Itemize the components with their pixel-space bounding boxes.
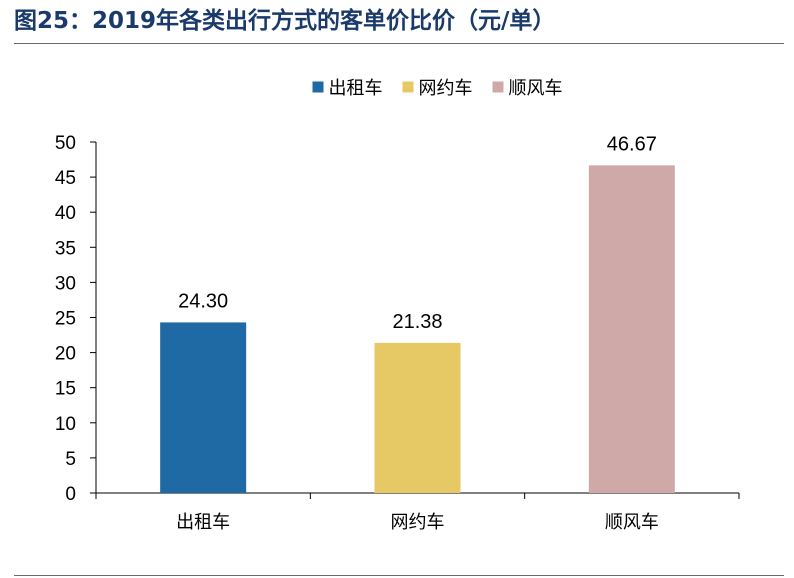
bar-value-label: 46.67 (607, 133, 657, 155)
figure-title: 图25：2019年各类出行方式的客单价比价（元/单） (14, 8, 556, 34)
x-category-label: 网约车 (391, 512, 445, 533)
bar-series (160, 165, 675, 494)
y-tick-label: 35 (55, 238, 76, 259)
y-tick-label: 0 (65, 484, 76, 505)
legend-item: 网约车 (402, 78, 473, 99)
legend-item: 出租车 (312, 78, 383, 99)
legend-swatch (312, 81, 324, 93)
bar (160, 322, 247, 493)
y-tick-label: 30 (55, 273, 76, 294)
y-tick-label: 20 (55, 344, 76, 365)
bar (588, 165, 675, 494)
x-category-label: 顺风车 (605, 512, 659, 533)
y-tick-label: 40 (55, 203, 76, 224)
y-axis: 0 5 10 15 20 25 30 35 40 45 50 (55, 133, 97, 505)
y-tick-label: 15 (55, 379, 76, 400)
legend-label: 网约车 (419, 78, 473, 99)
y-tick-label: 5 (65, 449, 76, 470)
bar-value-label: 24.30 (178, 290, 228, 312)
legend-label: 顺风车 (509, 78, 563, 99)
value-labels: 24.30 21.38 46.67 (178, 133, 657, 333)
y-tick-label: 10 (55, 414, 76, 435)
y-tick-label: 50 (55, 133, 76, 154)
y-tick-label: 45 (55, 168, 76, 189)
chart-legend: 出租车 网约车 顺风车 (312, 78, 563, 99)
legend-swatch (492, 81, 504, 93)
legend-swatch (402, 81, 414, 93)
bar (374, 342, 461, 493)
title-rule (14, 43, 784, 44)
bottom-rule (14, 575, 784, 576)
y-tick-label: 25 (55, 309, 76, 330)
x-category-label: 出租车 (176, 512, 230, 533)
legend-item: 顺风车 (492, 78, 563, 99)
x-axis: 出租车 网约车 顺风车 (95, 492, 740, 533)
legend-label: 出租车 (329, 78, 383, 99)
bar-value-label: 21.38 (392, 311, 442, 333)
